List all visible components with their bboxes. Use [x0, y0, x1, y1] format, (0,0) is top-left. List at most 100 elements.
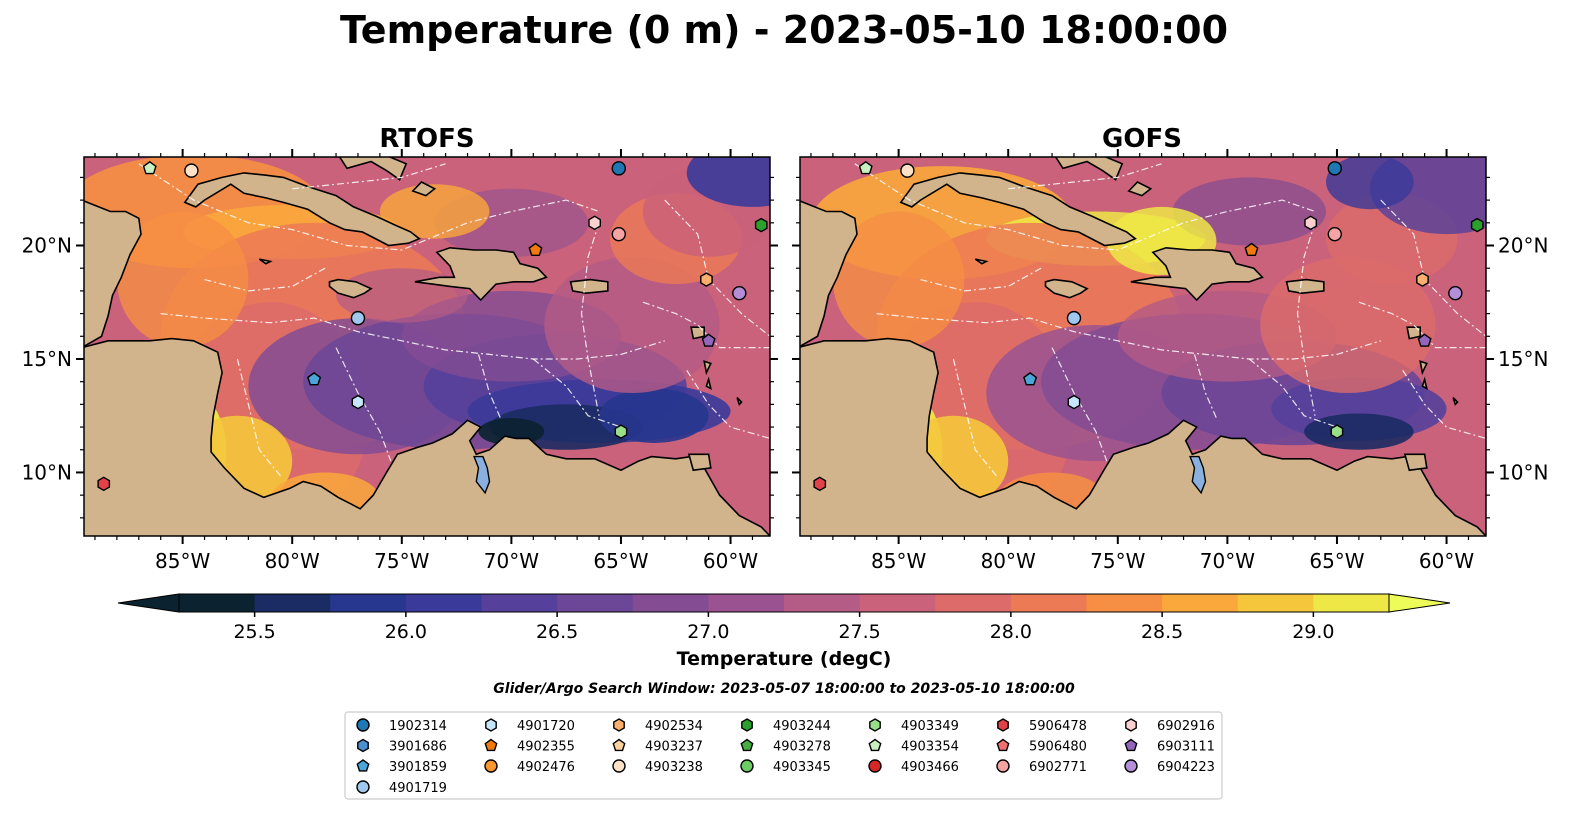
legend-label: 4903244	[773, 719, 831, 734]
legend-frame	[344, 711, 1223, 800]
map-panel-gofs: GOFS 85°W 80°W 75°W 70°W 65°W 60°W 20°N 15°N 10°…	[792, 124, 1548, 573]
land-mask	[84, 157, 770, 536]
colorbar-segment	[1162, 594, 1239, 612]
colorbar-segment	[1313, 594, 1390, 612]
temperature-patch	[1326, 157, 1414, 210]
land-polygon	[1403, 453, 1428, 472]
legend-label: 5906478	[1029, 719, 1087, 734]
platform-marker-6902771	[611, 226, 626, 242]
colorbar-tick-label: 26.0	[385, 621, 427, 643]
legend-label: 3901859	[389, 760, 447, 775]
search-window-text: Glider/Argo Search Window: 2023-05-07 18…	[493, 681, 1075, 697]
platform-marker-4903244	[1470, 217, 1484, 233]
lon-tick-label: 65°W	[593, 549, 648, 573]
lon-tick-label: 85°W	[871, 549, 926, 573]
platform-marker-4902355	[1244, 242, 1259, 257]
platform-marker-4903244	[754, 217, 768, 233]
platform-marker-6902771	[1327, 226, 1342, 242]
lon-tick-label: 60°W	[1419, 549, 1474, 573]
colorbar-segment	[1010, 594, 1087, 612]
lon-tick-label: 75°W	[1090, 549, 1145, 573]
land-polygon	[411, 181, 437, 197]
colorbar-segment	[254, 594, 331, 612]
eez-line	[1402, 369, 1486, 439]
colorbar-tick-label: 27.0	[687, 621, 729, 643]
colorbar-extend-max	[1388, 593, 1451, 613]
platform-marker-4901719	[1066, 310, 1082, 326]
colorbar-segment	[935, 594, 1012, 612]
lon-tick-label: 70°W	[484, 549, 539, 573]
colorbar-tick-label: 29.0	[1292, 621, 1334, 643]
lon-tick-label: 60°W	[703, 549, 758, 573]
map-panel-rtofs: RTOFS 85°W 80°W 75°W 70°W 65°W 60°W 20°N 15°N 10…	[22, 124, 778, 573]
temperature-patch	[1304, 413, 1414, 450]
land-polygon	[687, 453, 712, 472]
lake-maracaibo	[473, 455, 491, 495]
land-polygon	[338, 157, 408, 181]
eez-line	[1296, 222, 1316, 416]
colorbar-segment	[632, 594, 709, 612]
legend-label: 4903237	[645, 740, 703, 755]
lake-maracaibo	[1189, 455, 1207, 495]
legend-marker-6904223	[1124, 759, 1138, 773]
eez-line	[204, 267, 326, 292]
legend-label: 6903111	[1157, 740, 1215, 755]
lon-tick-label: 85°W	[155, 549, 210, 573]
lat-tick-label: 20°N	[1498, 234, 1548, 258]
land-polygon	[84, 200, 142, 348]
platform-marker-6904223	[732, 285, 747, 301]
map-frame-rtofs	[83, 156, 771, 537]
eez-line	[138, 163, 600, 251]
panel-title-gofs: GOFS	[1102, 124, 1182, 154]
lon-tick-label: 80°W	[981, 549, 1036, 573]
platform-marker-4901719	[350, 310, 366, 326]
platform-marker-4901720	[351, 394, 365, 410]
lat-tick-label: 15°N	[22, 347, 72, 371]
eez-line	[1193, 354, 1217, 419]
eez-line	[1051, 347, 1108, 462]
platform-marker-4902534	[1416, 272, 1429, 287]
colorbar-frame	[178, 593, 1390, 613]
land-polygon	[569, 278, 609, 295]
legend-marker-6903111	[1124, 738, 1138, 752]
legend-marker-4903238	[612, 759, 626, 773]
legend-marker-4902534	[613, 718, 625, 732]
platform-marker-3901859	[307, 372, 322, 386]
legend-label: 5906480	[1029, 740, 1087, 755]
platform-marker-5906478	[97, 476, 111, 492]
legend-marker-4903237	[612, 738, 626, 752]
eez-line	[854, 163, 1316, 251]
platform-marker-6902916	[1304, 215, 1318, 231]
legend-marker-4903466	[868, 759, 882, 773]
colorbar-segment	[784, 594, 861, 612]
platform-marker-4902534	[700, 272, 713, 287]
land-polygon	[1044, 278, 1089, 299]
legend-marker-4903349	[869, 718, 881, 732]
eez-line	[686, 369, 770, 439]
axis-ticks-rtofs: 85°W 80°W 75°W 70°W 65°W 60°W 20°N 15°N 10°N	[22, 149, 778, 573]
platform-marker-4902355	[528, 242, 543, 257]
land-polygon	[736, 397, 743, 406]
temperature-patch	[116, 211, 249, 348]
land-polygon	[84, 337, 770, 536]
legend-marker-5906480	[996, 738, 1010, 752]
colorbar-segment	[405, 594, 482, 612]
platform-marker-4901720	[1067, 394, 1081, 410]
eez-line	[1358, 301, 1486, 349]
temperature-patch	[686, 157, 770, 207]
land-polygon	[705, 376, 712, 391]
colorbar-tick-label: 26.5	[536, 621, 578, 643]
legend-marker-1902314	[356, 718, 370, 732]
land-polygon	[1285, 278, 1325, 295]
panel-title-rtofs: RTOFS	[379, 124, 474, 154]
legend-label: 4903238	[645, 760, 703, 775]
main-title: Temperature (0 m) - 2023-05-10 18:00:00	[340, 8, 1228, 52]
land-mask	[800, 157, 1486, 536]
eez-line	[292, 163, 446, 190]
axis-ticks-gofs: 85°W 80°W 75°W 70°W 65°W 60°W 20°N 15°N 10°N	[792, 149, 1548, 573]
lon-tick-label: 65°W	[1309, 549, 1364, 573]
lat-tick-label: 10°N	[22, 460, 72, 484]
legend-marker-6902771	[996, 759, 1010, 773]
legend-marker-4902355	[484, 738, 498, 752]
